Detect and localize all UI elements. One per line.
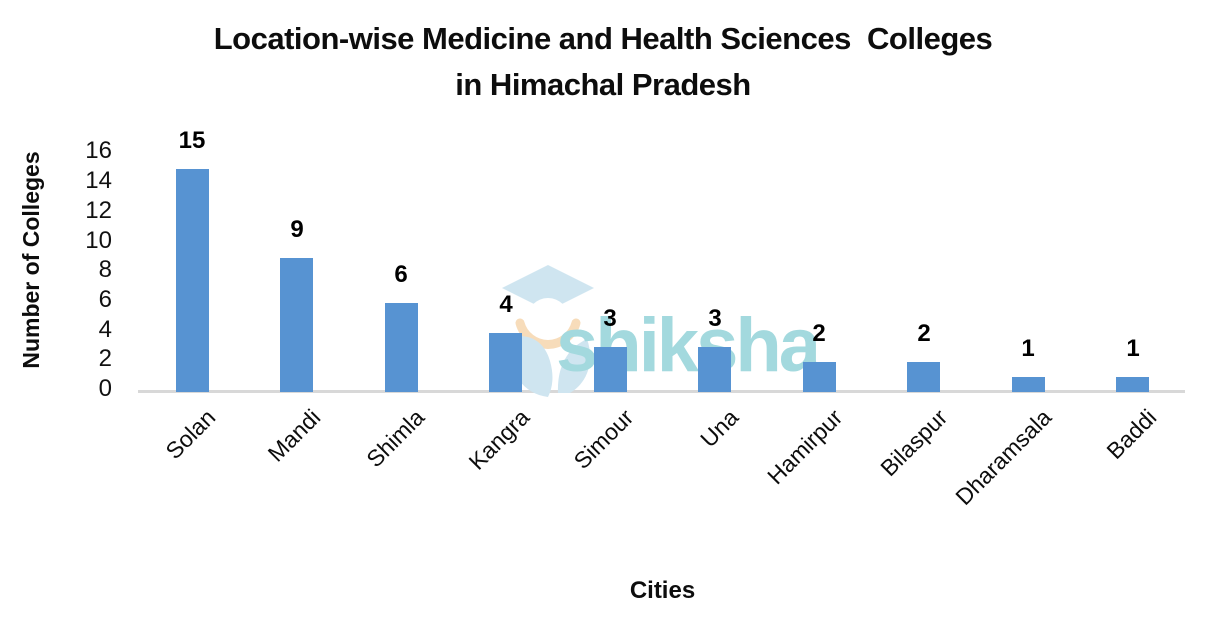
bar-value-label: 6 [394, 261, 408, 288]
bar-mandi [280, 258, 313, 392]
x-axis-title: Cities [629, 577, 696, 604]
bar-simour [594, 347, 627, 392]
bar-shimla [385, 303, 418, 392]
y-tick-label: 10 [85, 226, 112, 254]
chart-title: Location-wise Medicine and Health Scienc… [0, 16, 1206, 108]
bar-value-label: 9 [290, 216, 304, 243]
bar-value-label: 1 [1126, 335, 1140, 362]
bar-value-label: 3 [708, 305, 722, 332]
y-tick-label: 0 [98, 375, 112, 402]
bar-bilaspur [907, 362, 940, 392]
bar-dharamsala [1012, 377, 1045, 392]
y-axis-title: Number of Colleges [18, 151, 44, 369]
bar-hamirpur [803, 362, 836, 392]
bar-value-label: 15 [178, 127, 206, 154]
chart-title-line-1: Location-wise Medicine and Health Scienc… [213, 21, 993, 56]
bar-solan [176, 169, 209, 392]
bar-value-label: 2 [812, 320, 826, 347]
y-tick-label: 14 [85, 167, 112, 195]
y-tick-label: 16 [85, 137, 112, 165]
bar-value-label: 1 [1021, 335, 1035, 362]
y-tick-label: 4 [98, 315, 112, 343]
bar-value-label: 3 [603, 305, 617, 332]
y-tick-label: 8 [98, 256, 112, 284]
bar-kangra [489, 333, 522, 392]
bar-value-label: 4 [499, 291, 513, 318]
x-axis-line [138, 390, 1185, 393]
y-tick-label: 6 [98, 285, 112, 313]
chart-title-line-2: in Himachal Pradesh [455, 67, 751, 102]
y-tick-label: 12 [85, 196, 112, 224]
y-tick-label: 2 [98, 345, 112, 373]
bar-value-label: 2 [917, 320, 931, 347]
bar-una [698, 347, 731, 392]
bar-baddi [1116, 377, 1149, 392]
